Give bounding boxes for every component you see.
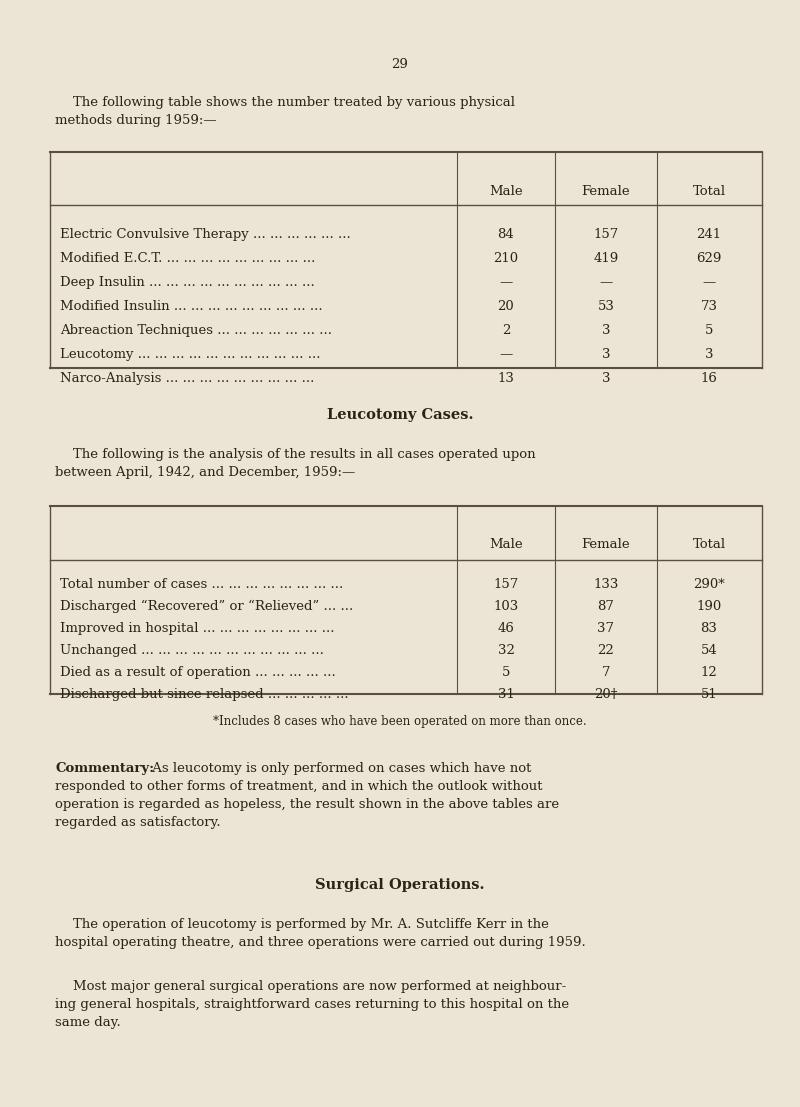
Text: 16: 16 <box>701 372 718 385</box>
Text: The following table shows the number treated by various physical: The following table shows the number tre… <box>73 96 515 108</box>
Text: —: — <box>499 276 513 289</box>
Text: responded to other forms of treatment, and in which the outlook without: responded to other forms of treatment, a… <box>55 780 542 793</box>
Text: 84: 84 <box>498 228 514 241</box>
Text: 31: 31 <box>498 687 514 701</box>
Text: 290*: 290* <box>693 578 725 591</box>
Text: operation is regarded as hopeless, the result shown in the above tables are: operation is regarded as hopeless, the r… <box>55 798 559 811</box>
Text: Discharged “Recovered” or “Relieved” ... ...: Discharged “Recovered” or “Relieved” ...… <box>60 600 354 613</box>
Text: 5: 5 <box>502 666 510 679</box>
Text: *Includes 8 cases who have been operated on more than once.: *Includes 8 cases who have been operated… <box>213 715 587 728</box>
Text: 629: 629 <box>696 252 722 265</box>
Text: The following is the analysis of the results in all cases operated upon: The following is the analysis of the res… <box>73 448 536 461</box>
Text: 3: 3 <box>602 372 610 385</box>
Text: 5: 5 <box>705 324 713 337</box>
Text: 20: 20 <box>498 300 514 313</box>
Text: 51: 51 <box>701 687 718 701</box>
Text: 103: 103 <box>494 600 518 613</box>
Text: 20†: 20† <box>594 687 618 701</box>
Text: 419: 419 <box>594 252 618 265</box>
Text: regarded as satisfactory.: regarded as satisfactory. <box>55 816 221 829</box>
Text: 29: 29 <box>391 58 409 71</box>
Text: hospital operating theatre, and three operations were carried out during 1959.: hospital operating theatre, and three op… <box>55 937 586 949</box>
Text: 157: 157 <box>494 578 518 591</box>
Text: —: — <box>599 276 613 289</box>
Text: Male: Male <box>489 185 523 198</box>
Text: Most major general surgical operations are now performed at neighbour-: Most major general surgical operations a… <box>73 980 566 993</box>
Text: Abreaction Techniques ... ... ... ... ... ... ...: Abreaction Techniques ... ... ... ... ..… <box>60 324 332 337</box>
Text: 46: 46 <box>498 622 514 635</box>
Text: Discharged but since relapsed ... ... ... ... ...: Discharged but since relapsed ... ... ..… <box>60 687 349 701</box>
Text: Surgical Operations.: Surgical Operations. <box>315 878 485 892</box>
Text: Female: Female <box>582 538 630 551</box>
Text: 210: 210 <box>494 252 518 265</box>
Text: 73: 73 <box>701 300 718 313</box>
Text: 13: 13 <box>498 372 514 385</box>
Text: —: — <box>702 276 716 289</box>
Text: 157: 157 <box>594 228 618 241</box>
Text: 54: 54 <box>701 644 718 656</box>
Text: 3: 3 <box>705 348 714 361</box>
Text: 53: 53 <box>598 300 614 313</box>
Text: 2: 2 <box>502 324 510 337</box>
Text: ing general hospitals, straightforward cases returning to this hospital on the: ing general hospitals, straightforward c… <box>55 999 569 1011</box>
Text: Died as a result of operation ... ... ... ... ...: Died as a result of operation ... ... ..… <box>60 666 336 679</box>
Text: Leucotomy Cases.: Leucotomy Cases. <box>326 408 474 422</box>
Text: 133: 133 <box>594 578 618 591</box>
Text: same day.: same day. <box>55 1016 121 1030</box>
Text: 12: 12 <box>701 666 718 679</box>
Text: Leucotomy ... ... ... ... ... ... ... ... ... ... ...: Leucotomy ... ... ... ... ... ... ... ..… <box>60 348 321 361</box>
Text: between April, 1942, and December, 1959:—: between April, 1942, and December, 1959:… <box>55 466 355 479</box>
Text: Deep Insulin ... ... ... ... ... ... ... ... ... ...: Deep Insulin ... ... ... ... ... ... ...… <box>60 276 314 289</box>
Text: 190: 190 <box>696 600 722 613</box>
Text: Modified Insulin ... ... ... ... ... ... ... ... ...: Modified Insulin ... ... ... ... ... ...… <box>60 300 322 313</box>
Text: —: — <box>499 348 513 361</box>
Text: 7: 7 <box>602 666 610 679</box>
Text: Modified E.C.T. ... ... ... ... ... ... ... ... ...: Modified E.C.T. ... ... ... ... ... ... … <box>60 252 315 265</box>
Text: 22: 22 <box>598 644 614 656</box>
Text: Narco-Analysis ... ... ... ... ... ... ... ... ...: Narco-Analysis ... ... ... ... ... ... .… <box>60 372 314 385</box>
Text: Electric Convulsive Therapy ... ... ... ... ... ...: Electric Convulsive Therapy ... ... ... … <box>60 228 350 241</box>
Text: methods during 1959:—: methods during 1959:— <box>55 114 217 127</box>
Text: Total: Total <box>693 185 726 198</box>
Text: The operation of leucotomy is performed by Mr. A. Sutcliffe Kerr in the: The operation of leucotomy is performed … <box>73 918 549 931</box>
Text: Female: Female <box>582 185 630 198</box>
Text: 3: 3 <box>602 324 610 337</box>
Text: 83: 83 <box>701 622 718 635</box>
Text: Commentary:: Commentary: <box>55 762 154 775</box>
Text: Unchanged ... ... ... ... ... ... ... ... ... ... ...: Unchanged ... ... ... ... ... ... ... ..… <box>60 644 324 656</box>
Text: 241: 241 <box>697 228 722 241</box>
Text: As leucotomy is only performed on cases which have not: As leucotomy is only performed on cases … <box>148 762 531 775</box>
Text: 3: 3 <box>602 348 610 361</box>
Text: Male: Male <box>489 538 523 551</box>
Text: 37: 37 <box>598 622 614 635</box>
Text: 87: 87 <box>598 600 614 613</box>
Text: Total number of cases ... ... ... ... ... ... ... ...: Total number of cases ... ... ... ... ..… <box>60 578 343 591</box>
Text: Improved in hospital ... ... ... ... ... ... ... ...: Improved in hospital ... ... ... ... ...… <box>60 622 334 635</box>
Text: 32: 32 <box>498 644 514 656</box>
Text: Total: Total <box>693 538 726 551</box>
